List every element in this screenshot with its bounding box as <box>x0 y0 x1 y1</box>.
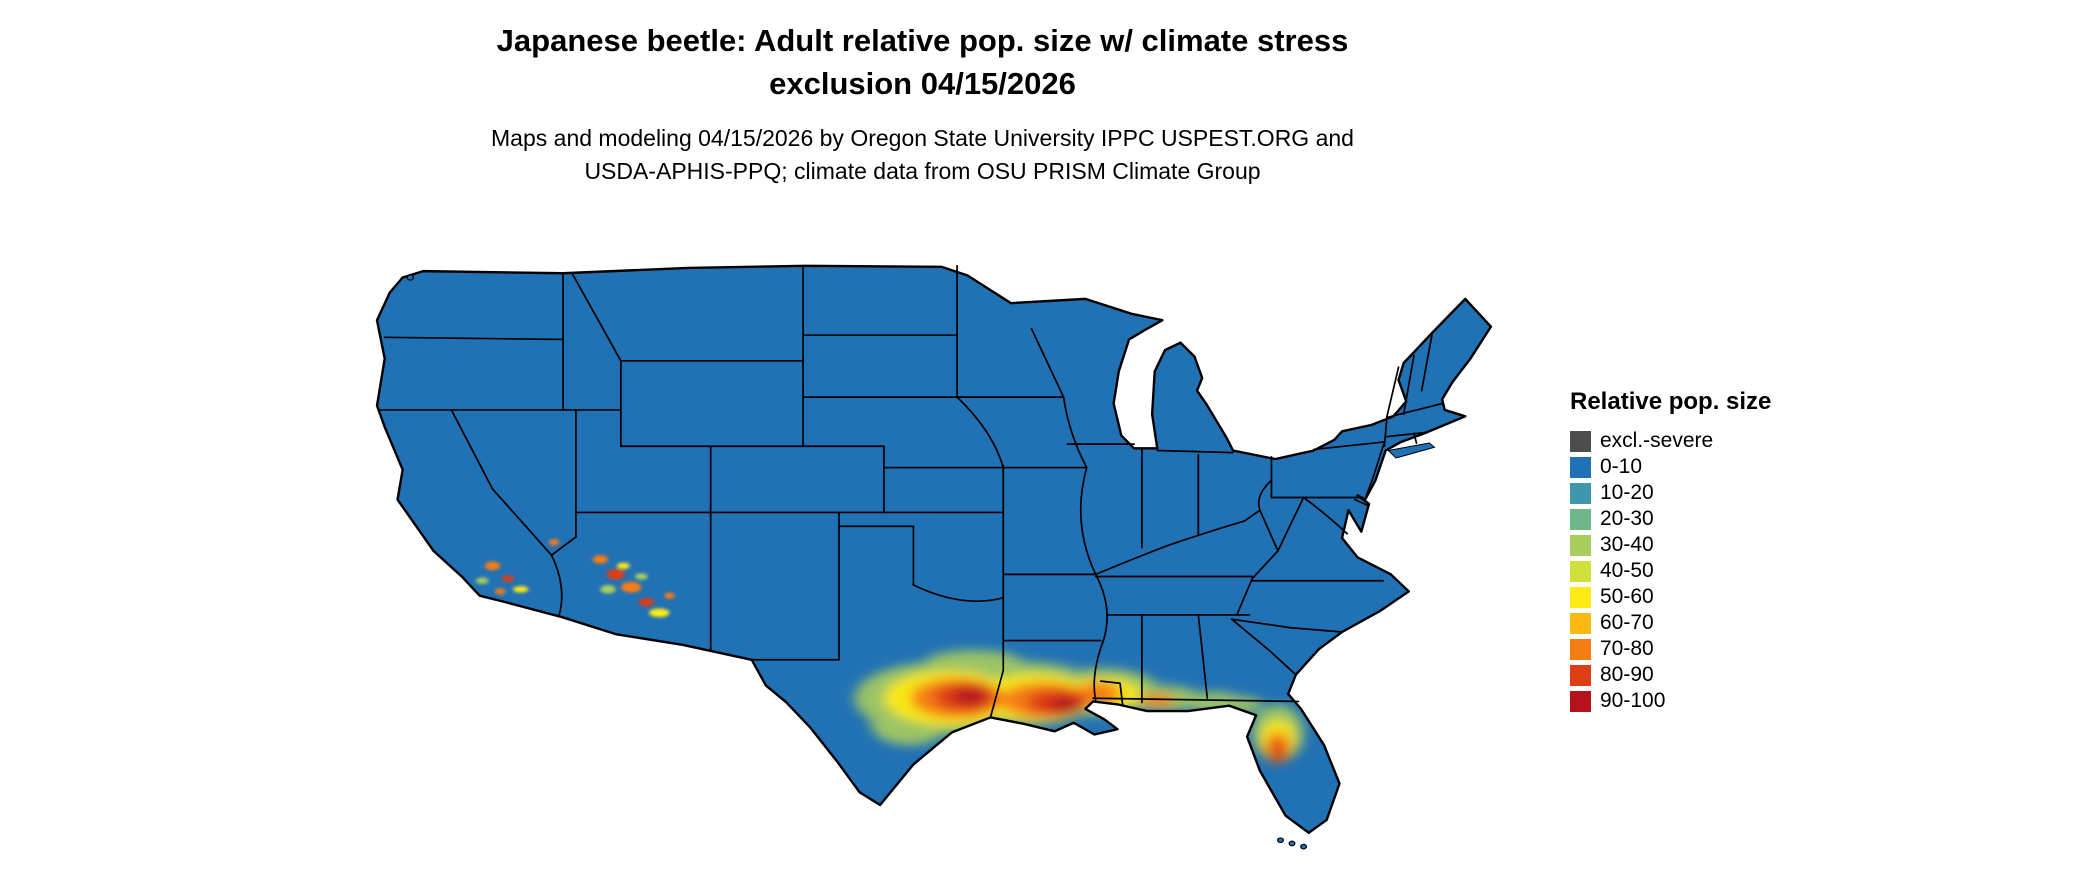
map-legend: Relative pop. size excl.-severe 0-10 10-20… <box>1570 388 1870 714</box>
legend-item: 60-70 <box>1570 610 1870 636</box>
heat-speckles-southwest <box>475 539 675 618</box>
legend-title: Relative pop. size <box>1570 388 1772 415</box>
legend-item: 0-10 <box>1570 454 1870 480</box>
title-block: Japanese beetle: Adult relative pop. siz… <box>0 20 1845 188</box>
legend-item: 70-80 <box>1570 636 1870 662</box>
legend-items: excl.-severe 0-10 10-20 20-30 30-40 40-50 50-6… <box>1570 428 1870 714</box>
figure-title-line2: exclusion 04/15/2026 <box>769 65 1076 101</box>
legend-swatch <box>1570 430 1591 452</box>
legend-item: 20-30 <box>1570 506 1870 532</box>
legend-label: excl.-severe <box>1600 429 1714 452</box>
heat-class-90-100 <box>953 687 1082 713</box>
legend-item: 50-60 <box>1570 584 1870 610</box>
legend-swatch <box>1570 482 1591 504</box>
legend-label: 80-90 <box>1600 663 1654 686</box>
legend-label: 60-70 <box>1600 611 1654 634</box>
legend-swatch <box>1570 456 1591 478</box>
figure-title: Japanese beetle: Adult relative pop. siz… <box>0 20 1845 106</box>
legend-swatch <box>1570 612 1591 634</box>
figure-subtitle-line2: USDA-APHIS-PPQ; climate data from OSU PR… <box>584 157 1261 184</box>
legend-label: 20-30 <box>1600 507 1654 530</box>
legend-item: 40-50 <box>1570 558 1870 584</box>
long-island <box>1388 443 1434 458</box>
florida-keys <box>1277 837 1308 850</box>
legend-swatch <box>1570 690 1591 712</box>
legend-label: 0-10 <box>1600 455 1643 478</box>
figure-subtitle-line1: Maps and modeling 04/15/2026 by Oregon S… <box>491 124 1354 151</box>
legend-label: 50-60 <box>1600 585 1654 608</box>
legend-label: 40-50 <box>1600 559 1654 582</box>
legend-item: 90-100 <box>1570 688 1870 714</box>
figure-subtitle: Maps and modeling 04/15/2026 by Oregon S… <box>0 122 1845 189</box>
legend-swatch <box>1570 664 1591 686</box>
legend-label: 10-20 <box>1600 481 1654 504</box>
legend-label: 30-40 <box>1600 533 1654 556</box>
us-map <box>300 222 1532 884</box>
legend-swatch <box>1570 586 1591 608</box>
puget-islands <box>406 274 415 281</box>
legend-item: 30-40 <box>1570 532 1870 558</box>
legend-label: 70-80 <box>1600 637 1654 660</box>
legend-swatch <box>1570 534 1591 556</box>
legend-swatch <box>1570 638 1591 660</box>
us-map-svg <box>375 264 1493 850</box>
legend-item: 80-90 <box>1570 662 1870 688</box>
figure-title-line1: Japanese beetle: Adult relative pop. siz… <box>496 23 1349 58</box>
legend-swatch <box>1570 560 1591 582</box>
legend-label: 90-100 <box>1600 689 1666 712</box>
islands <box>406 274 1434 850</box>
legend-item: excl.-severe <box>1570 428 1870 454</box>
heat-overlay <box>475 539 1304 764</box>
legend-item: 10-20 <box>1570 480 1870 506</box>
state-borders <box>380 266 1443 718</box>
legend-swatch <box>1570 508 1591 530</box>
